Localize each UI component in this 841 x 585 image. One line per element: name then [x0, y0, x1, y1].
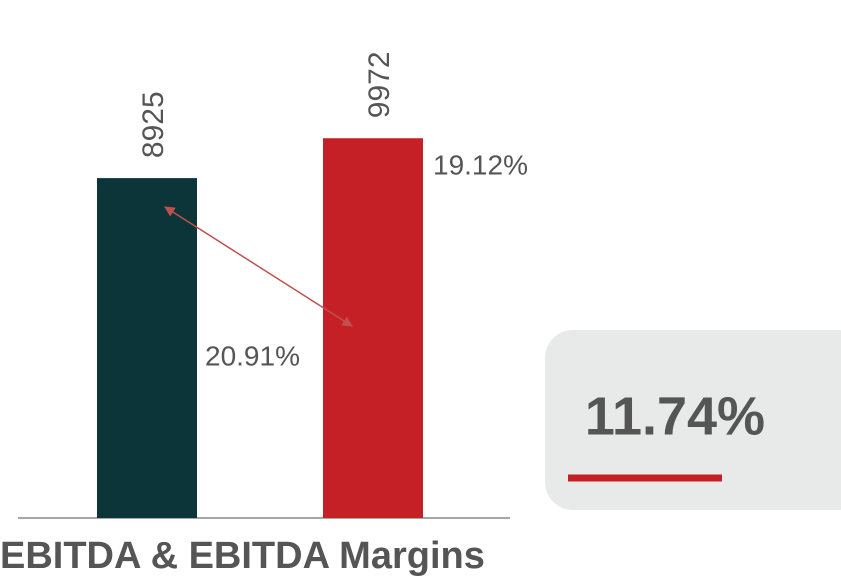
- value-label: 8925: [137, 91, 170, 158]
- bar: [323, 138, 423, 518]
- value-label: 9972: [363, 51, 396, 118]
- bars: 8925 9972: [97, 51, 423, 518]
- margin-label: 20.91%: [205, 340, 300, 371]
- growth-box: [545, 330, 841, 510]
- growth-label: 11.74%: [585, 386, 765, 446]
- margin-label: 19.12%: [433, 149, 528, 180]
- bar: [97, 178, 197, 518]
- chart-title: EBITDA & EBITDA Margins: [0, 535, 485, 577]
- compare-arrow: [164, 206, 353, 327]
